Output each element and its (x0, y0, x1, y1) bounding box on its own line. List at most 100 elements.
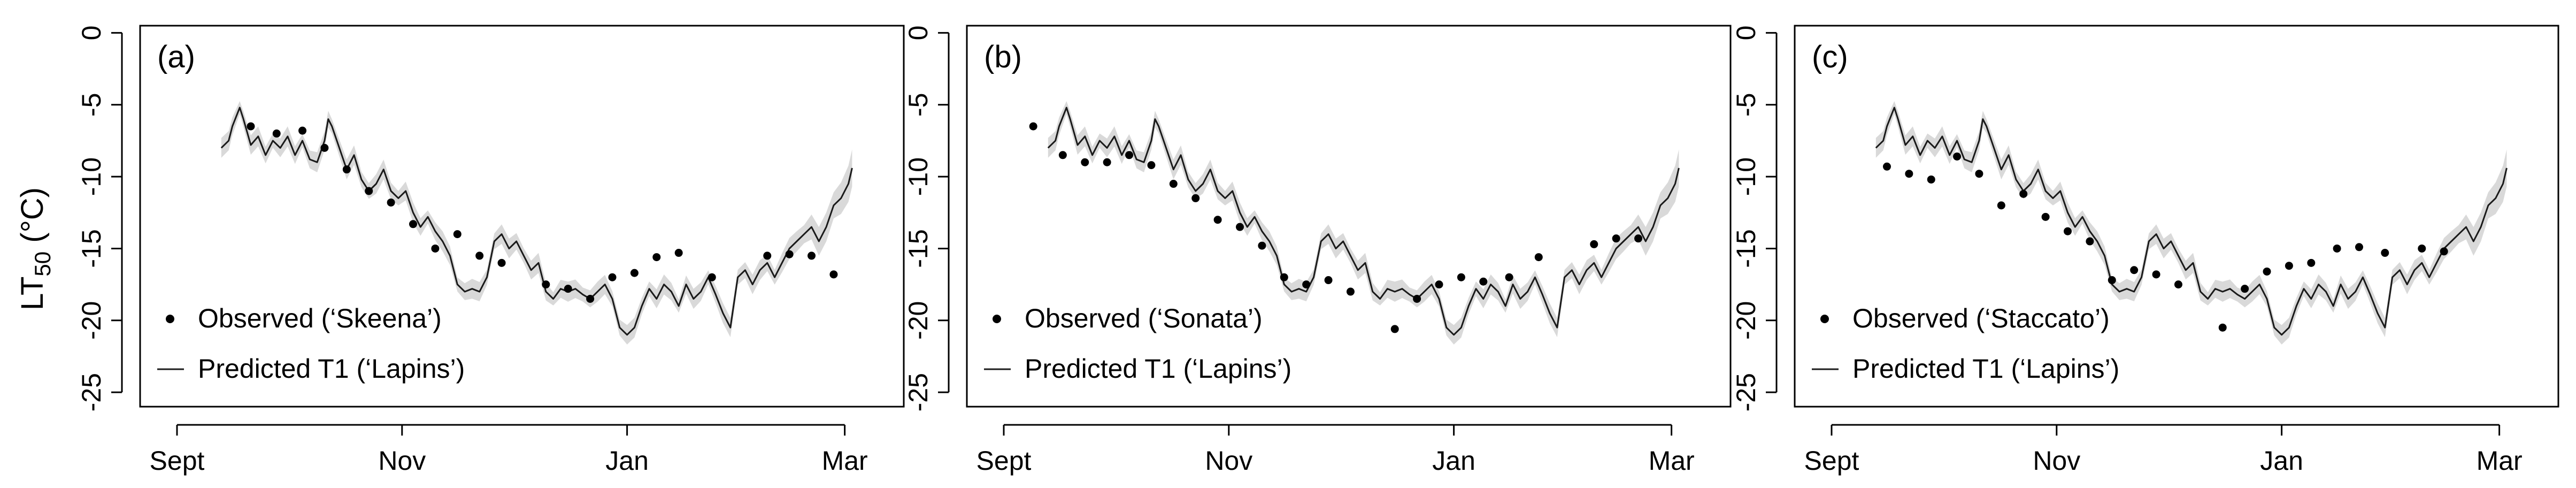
observed-point (652, 253, 661, 262)
observed-point (475, 251, 484, 260)
observed-point (2130, 266, 2139, 274)
observed-point (2086, 237, 2094, 246)
y-tick-label: -15 (903, 229, 933, 268)
legend: Observed (‘Skeena’) Predicted T1 (‘Lapins… (157, 303, 465, 384)
observed-point (1346, 287, 1355, 296)
observed-point (2418, 244, 2426, 253)
observed-point (1413, 294, 1421, 303)
x-tick-label: Sept (150, 446, 205, 476)
observed-point (1905, 170, 1913, 178)
observed-point (1081, 158, 1089, 166)
observed-point (272, 129, 281, 138)
y-tick-label: -5 (76, 93, 106, 117)
legend-point-marker (993, 315, 1001, 323)
observed-point (1975, 170, 1983, 178)
panel-label: (a) (157, 40, 195, 74)
prediction-line (220, 106, 853, 336)
observed-point (2041, 212, 2050, 221)
observed-point (1997, 201, 2005, 210)
observed-point (542, 280, 550, 289)
y-tick-label: 0 (903, 26, 933, 41)
observed-point (1029, 122, 1037, 131)
observed-point (431, 244, 440, 253)
y-tick-label: -10 (1731, 157, 1761, 196)
legend-point-marker (1820, 315, 1829, 323)
x-tick-label: Mar (2477, 446, 2523, 476)
y-axis-label: LT50 (°C) (15, 187, 55, 310)
observed-point (2108, 276, 2116, 285)
x-tick-label: Mar (1649, 446, 1695, 476)
x-tick-label: Sept (976, 446, 1032, 476)
x-axis: Sept Nov Jan Mar (976, 424, 1695, 476)
observed-point (2333, 244, 2341, 253)
observed-point (320, 143, 329, 152)
observed-point (2355, 243, 2363, 251)
x-tick-label: Jan (605, 446, 649, 476)
legend: Observed (‘Staccato’) Predicted T1 (‘Lapi… (1812, 303, 2119, 384)
legend-label: Predicted T1 (‘Lapins’) (1025, 354, 1291, 384)
observed-point (2241, 285, 2249, 293)
y-tick-label: -20 (903, 301, 933, 340)
x-tick-label: Jan (2260, 446, 2303, 476)
observed-point (1612, 234, 1620, 243)
observed-point (1103, 158, 1111, 166)
observed-point (674, 249, 683, 257)
x-tick-label: Nov (378, 446, 426, 476)
y-tick-label: -25 (76, 373, 106, 411)
x-tick-label: Jan (1432, 446, 1475, 476)
y-tick-label: -15 (76, 229, 106, 268)
y-tick-label: -5 (903, 93, 933, 117)
observed-point (1634, 234, 1643, 243)
y-axis: 0 -5 -10 -15 -20 -25 (1731, 26, 1778, 411)
observed-point (1457, 273, 1465, 281)
legend: Observed (‘Sonata’) Predicted T1 (‘Lapins… (984, 303, 1291, 384)
observed-point (1479, 277, 1488, 286)
panel-label: (b) (984, 40, 1022, 74)
observed-point (2152, 270, 2160, 279)
x-axis: Sept Nov Jan Mar (150, 424, 868, 476)
observed-point (387, 198, 395, 207)
observed-point (1953, 152, 1962, 161)
y-tick-label: -25 (1731, 373, 1761, 411)
observed-point (1147, 161, 1156, 170)
observed-point (1058, 151, 1067, 159)
observed-point (1590, 240, 1598, 248)
observed-point (2174, 280, 2182, 289)
observed-point (808, 251, 816, 260)
x-tick-label: Nov (1205, 446, 1252, 476)
observed-point (763, 251, 772, 260)
x-axis: Sept Nov Jan Mar (1804, 424, 2523, 476)
observed-point (1882, 162, 1891, 171)
x-tick-label: Sept (1804, 446, 1859, 476)
panel-a: 0 -5 -10 -15 -20 -25 Sept Nov Jan Mar (a) Observed … (76, 25, 905, 476)
observed-point (2381, 249, 2389, 257)
observed-point (298, 126, 307, 135)
y-axis: 0 -5 -10 -15 -20 -25 (76, 26, 123, 411)
observed-point (1534, 253, 1543, 262)
observed-point (453, 230, 462, 239)
legend-label: Predicted T1 (‘Lapins’) (198, 354, 465, 384)
observed-point (1235, 223, 1244, 231)
y-tick-label: 0 (76, 26, 106, 41)
observed-point (2019, 189, 2028, 198)
legend-label: Observed (‘Staccato’) (1852, 303, 2110, 333)
y-tick-label: -20 (76, 301, 106, 340)
observed-point (409, 220, 417, 228)
legend-label: Observed (‘Skeena’) (198, 303, 442, 333)
observed-point (2285, 262, 2293, 270)
y-tick-label: -5 (1731, 93, 1761, 117)
observed-point (247, 122, 255, 131)
plot-frame (139, 25, 905, 408)
panel-c: 0 -5 -10 -15 -20 -25 Sept Nov Jan Mar (c) Observed … (1731, 25, 2559, 476)
observed-point (497, 258, 506, 267)
observed-point (708, 273, 716, 281)
y-tick-label: 0 (1731, 26, 1761, 41)
observed-point (2307, 258, 2316, 267)
observed-point (2440, 247, 2448, 256)
observed-point (1169, 180, 1178, 188)
observed-point (1302, 280, 1311, 289)
y-tick-label: -20 (1731, 301, 1761, 340)
observed-point (630, 269, 639, 277)
observed-point (586, 294, 595, 303)
